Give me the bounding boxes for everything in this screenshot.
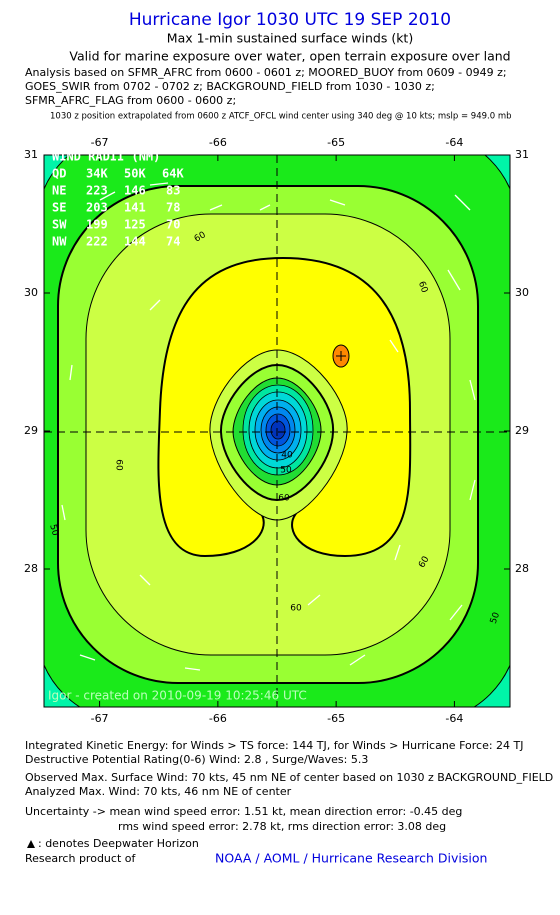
contour-label: 60 <box>114 459 124 471</box>
y-tick-label: 28 <box>515 562 529 575</box>
x-tick-label: -65 <box>327 136 345 149</box>
radii-cell: NE <box>52 184 66 198</box>
radii-title: WIND RADII (NM) <box>52 150 160 164</box>
x-tick-label: -65 <box>327 712 345 725</box>
radii-header: 34K <box>86 167 108 181</box>
footer-line: Destructive Potential Rating(0-6) Wind: … <box>25 753 368 766</box>
radii-header: QD <box>52 167 66 181</box>
y-tick-label: 29 <box>24 424 38 437</box>
x-tick-label: -66 <box>209 136 227 149</box>
radii-cell: 222 <box>86 235 108 249</box>
radii-cell: 223 <box>86 184 108 198</box>
radii-header: 50K <box>124 167 146 181</box>
platform-icon <box>27 840 35 848</box>
radii-cell: 78 <box>166 201 180 215</box>
wind-field <box>44 155 510 707</box>
radii-cell: 146 <box>124 184 146 198</box>
radii-header: 64K <box>162 167 184 181</box>
credit: Igor - created on 2010-09-19 10:25:46 UT… <box>48 689 307 703</box>
x-tick-label: -64 <box>445 136 463 149</box>
position-note: 1030 z position extrapolated from 0600 z… <box>50 112 512 122</box>
contour-label: 40 <box>281 451 293 461</box>
y-tick-label: 31 <box>515 148 529 161</box>
analysis-line: Analysis based on SFMR_AFRC from 0600 - … <box>25 66 507 79</box>
footer-line: Observed Max. Surface Wind: 70 kts, 45 n… <box>25 771 553 784</box>
y-tick-label: 30 <box>24 286 38 299</box>
y-tick-label: 29 <box>515 424 529 437</box>
y-tick-label: 30 <box>515 286 529 299</box>
max-wind-cross <box>336 351 346 361</box>
contour-label: 50 <box>280 466 292 476</box>
analysis-line: GOES_SWIR from 0702 - 0702 z; BACKGROUND… <box>25 80 435 93</box>
x-tick-label: -66 <box>209 712 227 725</box>
radii-cell: 74 <box>166 235 180 249</box>
footer-line: rms wind speed error: 2.78 kt, rms direc… <box>118 820 446 833</box>
radii-cell: SW <box>52 218 67 232</box>
org: NOAA / AOML / Hurricane Research Divisio… <box>215 851 487 866</box>
title: Hurricane Igor 1030 UTC 19 SEP 2010 <box>129 10 451 30</box>
subtitle: Max 1-min sustained surface winds (kt) <box>167 31 413 46</box>
footer-line: : denotes Deepwater Horizon <box>38 837 199 850</box>
radii-cell: 70 <box>166 218 180 232</box>
analysis-line: SFMR_AFRC_FLAG from 0600 - 0600 z; <box>25 94 236 107</box>
contour-label: 60 <box>416 280 429 294</box>
footer-line: Analyzed Max. Wind: 70 kts, 46 nm NE of … <box>25 785 292 798</box>
radii-cell: 83 <box>166 184 180 198</box>
contour-label: 60 <box>278 494 290 504</box>
footer-line: Integrated Kinetic Energy: for Winds > T… <box>25 739 524 752</box>
radii-cell: 125 <box>124 218 146 232</box>
x-tick-label: -67 <box>91 136 109 149</box>
contour-label: 50 <box>47 523 60 537</box>
wind-arrows <box>61 182 476 671</box>
radii-cell: 199 <box>86 218 108 232</box>
radii-cell: NW <box>52 235 67 249</box>
radii-cell: 203 <box>86 201 108 215</box>
footer-line: Uncertainty -> mean wind speed error: 1.… <box>25 805 462 818</box>
radii-cell: SE <box>52 201 66 215</box>
contour-label: 60 <box>290 604 302 614</box>
radii-cell: 144 <box>124 235 146 249</box>
radii-cell: 141 <box>124 201 146 215</box>
y-tick-label: 28 <box>24 562 38 575</box>
footer-line: Research product of <box>25 852 136 865</box>
x-tick-label: -67 <box>91 712 109 725</box>
y-tick-label: 31 <box>24 148 38 161</box>
x-tick-label: -64 <box>445 712 463 725</box>
contour-label: 50 <box>489 611 502 625</box>
validity: Valid for marine exposure over water, op… <box>69 49 510 64</box>
